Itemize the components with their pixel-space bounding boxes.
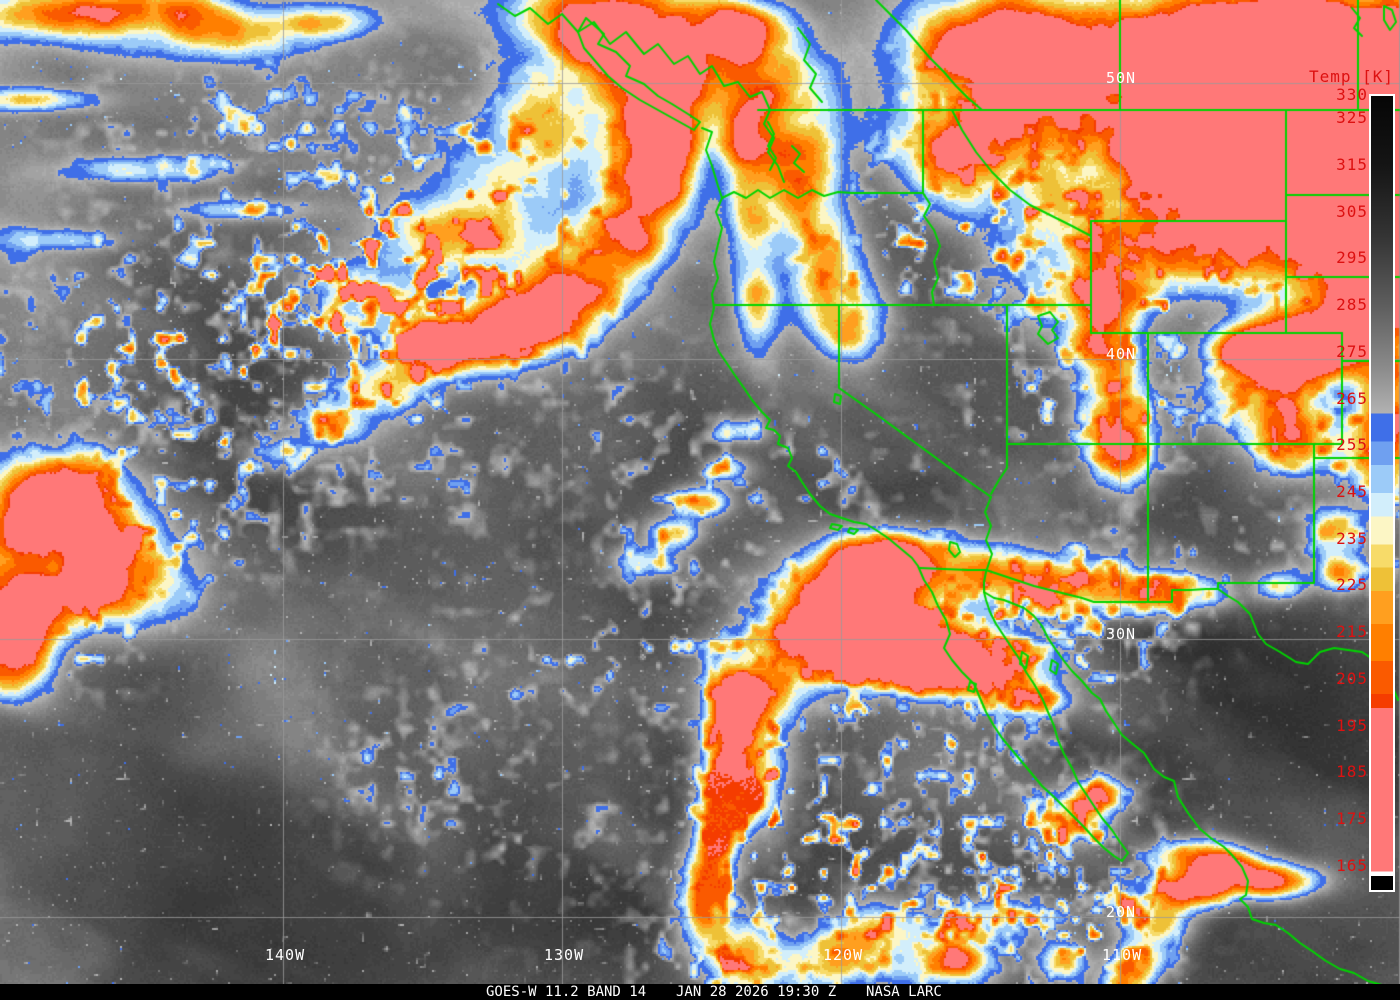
colorbar-tick-label: 205 — [1336, 668, 1368, 688]
temperature-colorbar — [1369, 94, 1395, 892]
colorbar-tick-label: 165 — [1336, 855, 1368, 875]
lat-label: 40N — [1106, 345, 1137, 363]
colorbar-title: Temp [K] — [1308, 67, 1394, 86]
product-label: GOES-W 11.2 BAND 14 — [486, 984, 647, 1000]
lat-label: 20N — [1106, 903, 1137, 921]
colorbar-tick-label: 235 — [1336, 528, 1368, 548]
lat-label: 50N — [1106, 69, 1137, 87]
lon-label: 120W — [823, 946, 864, 964]
colorbar-tick-label: 295 — [1336, 248, 1368, 268]
colorbar-tick-label: 185 — [1336, 762, 1368, 782]
colorbar-tick-label: 225 — [1336, 575, 1368, 595]
credit-label: NASA LARC — [866, 984, 942, 1000]
lat-label: 30N — [1106, 625, 1137, 643]
lon-label: 140W — [265, 946, 306, 964]
colorbar-tick-label: 195 — [1336, 715, 1368, 735]
colorbar-tick-label: 275 — [1336, 341, 1368, 361]
datetime-label: JAN 28 2026 19:30 Z — [676, 984, 837, 1000]
colorbar-tick-label: 325 — [1336, 108, 1368, 128]
colorbar-tick-label: 245 — [1336, 482, 1368, 501]
colorbar-tick-label: 305 — [1336, 201, 1368, 221]
lon-label: 110W — [1102, 946, 1143, 964]
colorbar-tick-label: 255 — [1336, 435, 1368, 455]
lon-label: 130W — [544, 946, 585, 964]
colorbar-tick-label: 315 — [1336, 155, 1368, 175]
colorbar-tick-label: 330 — [1336, 85, 1368, 104]
colorbar-tick-label: 265 — [1336, 388, 1368, 408]
caption-bar: GOES-W 11.2 BAND 14 JAN 28 2026 19:30 Z … — [0, 984, 1400, 1000]
colorbar-tick-label: 175 — [1336, 808, 1368, 828]
colorbar-tick-label: 285 — [1336, 295, 1368, 315]
colorbar-tick-label: 215 — [1336, 622, 1368, 642]
